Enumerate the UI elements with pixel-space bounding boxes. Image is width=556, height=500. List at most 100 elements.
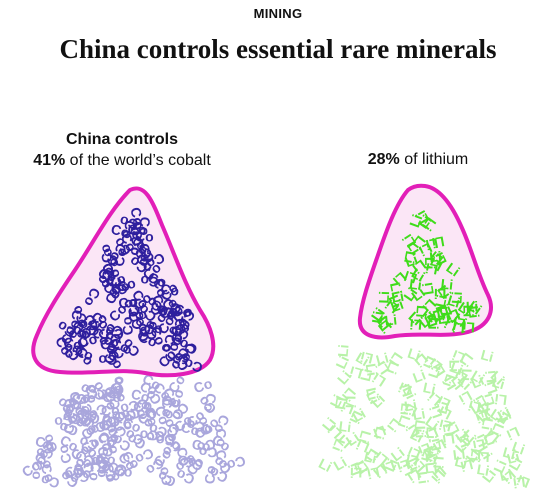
cobalt-symbol-rest: Co [201, 392, 220, 413]
cobalt-symbol-rest: Co [212, 447, 233, 470]
lithium-symbol-rest: Li [504, 424, 522, 444]
lithium-symbol-china: Li [436, 301, 454, 320]
lithium-symbol-china: Li [406, 212, 425, 229]
cobalt-symbol-rest: Co [73, 451, 97, 473]
lithium-symbol-rest: Li [453, 453, 469, 472]
lithium-symbol-china: Li [390, 288, 405, 306]
lithium-symbol-rest: Li [339, 398, 356, 417]
cobalt-symbol-china: Co [136, 242, 155, 263]
lithium-symbol-rest: Li [359, 349, 375, 368]
lithium-symbol-rest: Li [474, 407, 491, 426]
cobalt-symbol-china: Co [109, 277, 132, 298]
lithium-symbol-china: Li [466, 298, 479, 314]
cobalt-china-highlight [31, 186, 216, 378]
cobalt-symbol-rest: Co [53, 412, 73, 430]
cobalt-caption-top: China controls [65, 131, 178, 148]
cobalt-symbol-china: Co [133, 322, 152, 343]
cobalt-symbol-china: Co [118, 230, 141, 254]
cobalt-symbol-rest: Co [140, 427, 159, 443]
cobalt-symbol-rest: Co [80, 408, 101, 427]
lithium-symbol-china: Li [424, 235, 439, 253]
lithium-symbol-china: Li [376, 291, 392, 304]
lithium-symbol-china: Li [384, 311, 398, 328]
cobalt-symbol-china: Co [65, 318, 88, 342]
cobalt-symbol-rest: Co [117, 407, 138, 425]
lithium-percent: 28% [367, 151, 400, 168]
cobalt-symbol-rest: Co [147, 421, 169, 442]
lithium-symbol-rest: Li [430, 456, 447, 470]
cobalt-symbol-china: Co [104, 347, 127, 371]
lithium-symbol-rest: Li [357, 367, 375, 383]
lithium-symbol-rest: Li [422, 453, 439, 467]
lithium-symbol-china: Li [402, 268, 419, 287]
lithium-symbol-rest: Li [468, 372, 486, 392]
lithium-symbol-rest: Li [332, 396, 350, 411]
cobalt-symbol-china: Co [168, 318, 192, 340]
lithium-symbol-rest: Li [348, 363, 364, 382]
cobalt-symbol-rest: Co [114, 409, 133, 425]
cobalt-symbol-china: Co [143, 319, 164, 337]
cobalt-symbol-rest: Co [74, 407, 95, 430]
lithium-symbol-china: Li [429, 307, 448, 324]
lithium-symbol-china: Li [422, 310, 440, 330]
cobalt-symbol-china: Co [140, 273, 160, 291]
lithium-symbol-china: Li [413, 305, 430, 319]
lithium-symbol-rest: Li [414, 470, 432, 485]
lithium-symbol-rest: Li [434, 400, 453, 416]
lithium-symbol-rest: Li [466, 397, 482, 416]
lithium-symbol-rest: Li [371, 425, 390, 441]
cobalt-symbol-rest: Co [74, 394, 95, 417]
cobalt-symbol-rest: Co [195, 436, 217, 456]
lithium-symbol-rest: Li [476, 461, 491, 479]
cobalt-symbol-rest: Co [106, 373, 127, 396]
lithium-symbol-rest: Li [371, 422, 388, 441]
cobalt-symbol-rest: Co [66, 390, 89, 412]
cobalt-symbol-rest: Co [174, 466, 197, 488]
cobalt-symbol-rest: Co [159, 398, 175, 417]
cobalt-symbol-rest: Co [156, 432, 175, 449]
cobalt-symbol-rest: Co [177, 452, 196, 469]
lithium-symbol-rest: Li [476, 399, 490, 416]
cobalt-symbol-rest: Co [38, 461, 59, 484]
cobalt-symbol-rest: Co [54, 443, 75, 465]
cobalt-symbol-china: Co [159, 281, 180, 299]
lithium-symbol-china: Li [452, 314, 467, 332]
lithium-symbol-rest: Li [397, 402, 414, 416]
lithium-symbol-china: Li [434, 286, 447, 302]
lithium-symbol-rest: Li [441, 431, 456, 449]
cobalt-symbol-rest: Co [36, 438, 57, 461]
lithium-symbol-rest: Li [403, 396, 418, 414]
lithium-symbol-rest: Li [338, 418, 352, 435]
lithium-symbol-rest: Li [440, 422, 458, 437]
lithium-symbol-china: Li [387, 281, 405, 297]
lithium-symbol-rest: Li [446, 360, 462, 373]
lithium-symbol-rest: Li [450, 347, 468, 366]
cobalt-symbol-china: Co [62, 341, 86, 364]
lithium-symbol-china: Li [431, 233, 446, 251]
cobalt-symbol-rest: Co [92, 453, 113, 476]
cobalt-symbol-rest: Co [120, 405, 141, 424]
cobalt-symbol-china: Co [150, 276, 171, 299]
lithium-symbol-rest: Li [478, 416, 496, 431]
cobalt-symbol-rest: Co [94, 430, 116, 453]
cobalt-symbol-rest: Co [179, 419, 201, 439]
cobalt-symbol-china: Co [167, 332, 185, 352]
cobalt-symbol-china: Co [99, 269, 116, 289]
lithium-symbol-rest: Li [420, 354, 440, 372]
lithium-symbol-rest: Li [459, 456, 475, 475]
lithium-symbol-rest: Li [425, 363, 444, 380]
cobalt-symbol-china: Co [137, 217, 153, 236]
lithium-symbol-china: Li [422, 257, 438, 270]
lithium-symbol-rest: Li [418, 447, 437, 464]
cobalt-symbol-china: Co [156, 302, 177, 321]
cobalt-symbol-rest: Co [96, 449, 116, 467]
cobalt-symbol-rest: Co [124, 431, 148, 453]
lithium-symbol-rest: Li [363, 448, 379, 466]
cobalt-symbol-rest: Co [152, 404, 173, 427]
lithium-symbol-china: Li [389, 296, 406, 315]
lithium-symbol-rest: Li [411, 367, 428, 386]
lithium-symbol-rest: Li [488, 421, 507, 439]
lithium-symbol-rest: Li [514, 472, 532, 491]
cobalt-symbol-rest: Co [185, 417, 206, 436]
